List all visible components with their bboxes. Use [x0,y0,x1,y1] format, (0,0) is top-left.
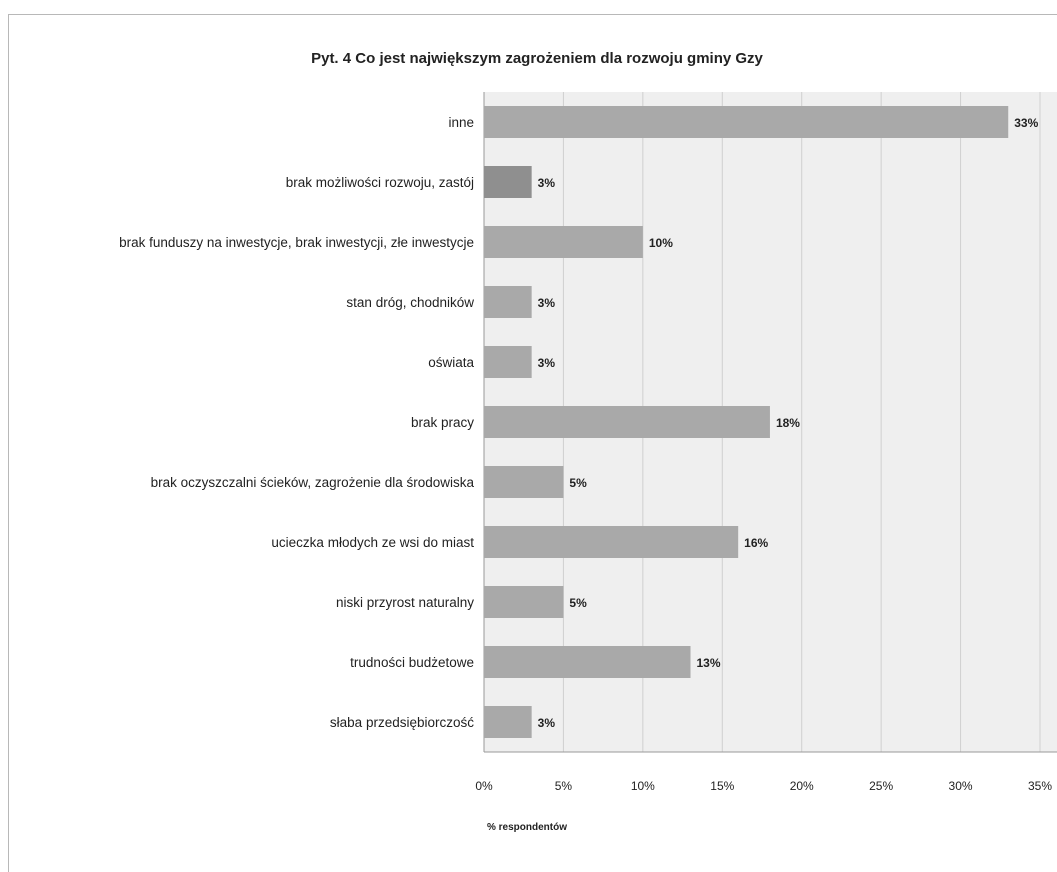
bar [484,106,1009,138]
category-label: niski przyrost naturalny [336,595,474,610]
bar [484,646,691,678]
bar [484,286,532,318]
category-label: stan dróg, chodników [346,295,474,310]
bars [484,106,1009,738]
value-label: 16% [744,536,768,550]
x-tick-label: 15% [710,779,734,793]
value-labels: 33% 3% 10% 3% 3% 18% 5% 16% 5% 13% 3% [538,116,1039,730]
value-label: 3% [538,296,556,310]
category-label: inne [448,115,474,130]
value-label: 5% [569,596,587,610]
value-label: 3% [538,356,556,370]
category-label: trudności budżetowe [350,655,474,670]
bar [484,166,532,198]
value-label: 33% [1014,116,1038,130]
x-tick-label: 30% [949,779,973,793]
value-label: 13% [697,656,721,670]
bar [484,406,770,438]
x-axis-label: % respondentów [487,822,567,833]
category-label: słaba przedsiębiorczość [330,715,474,730]
bar [484,706,532,738]
value-label: 18% [776,416,800,430]
category-label: oświata [428,355,474,370]
value-label: 3% [538,176,556,190]
x-tick-labels: 0% 5% 10% 15% 20% 25% 30% 35% [475,779,1052,793]
bar [484,586,564,618]
x-tick-label: 5% [555,779,573,793]
value-label: 3% [538,716,556,730]
value-label: 5% [569,476,587,490]
category-label: ucieczka młodych ze wsi do miast [271,535,474,550]
bar [484,226,643,258]
x-tick-label: 10% [631,779,655,793]
x-tick-label: 20% [790,779,814,793]
bar [484,346,532,378]
x-tick-label: 25% [869,779,893,793]
x-tick-label: 0% [475,779,493,793]
x-tick-label: 35% [1028,779,1052,793]
category-label: brak możliwości rozwoju, zastój [286,175,474,190]
category-label: brak oczyszczalni ścieków, zagrożenie dl… [151,475,475,490]
bar [484,466,564,498]
category-labels: inne brak możliwości rozwoju, zastój brak … [119,115,474,730]
chart-title: Pyt. 4 Co jest największym zagrożeniem d… [311,50,763,67]
value-label: 10% [649,236,673,250]
category-label: brak pracy [411,415,474,430]
category-label: brak funduszy na inwestycje, brak inwest… [119,235,474,250]
bar [484,526,739,558]
